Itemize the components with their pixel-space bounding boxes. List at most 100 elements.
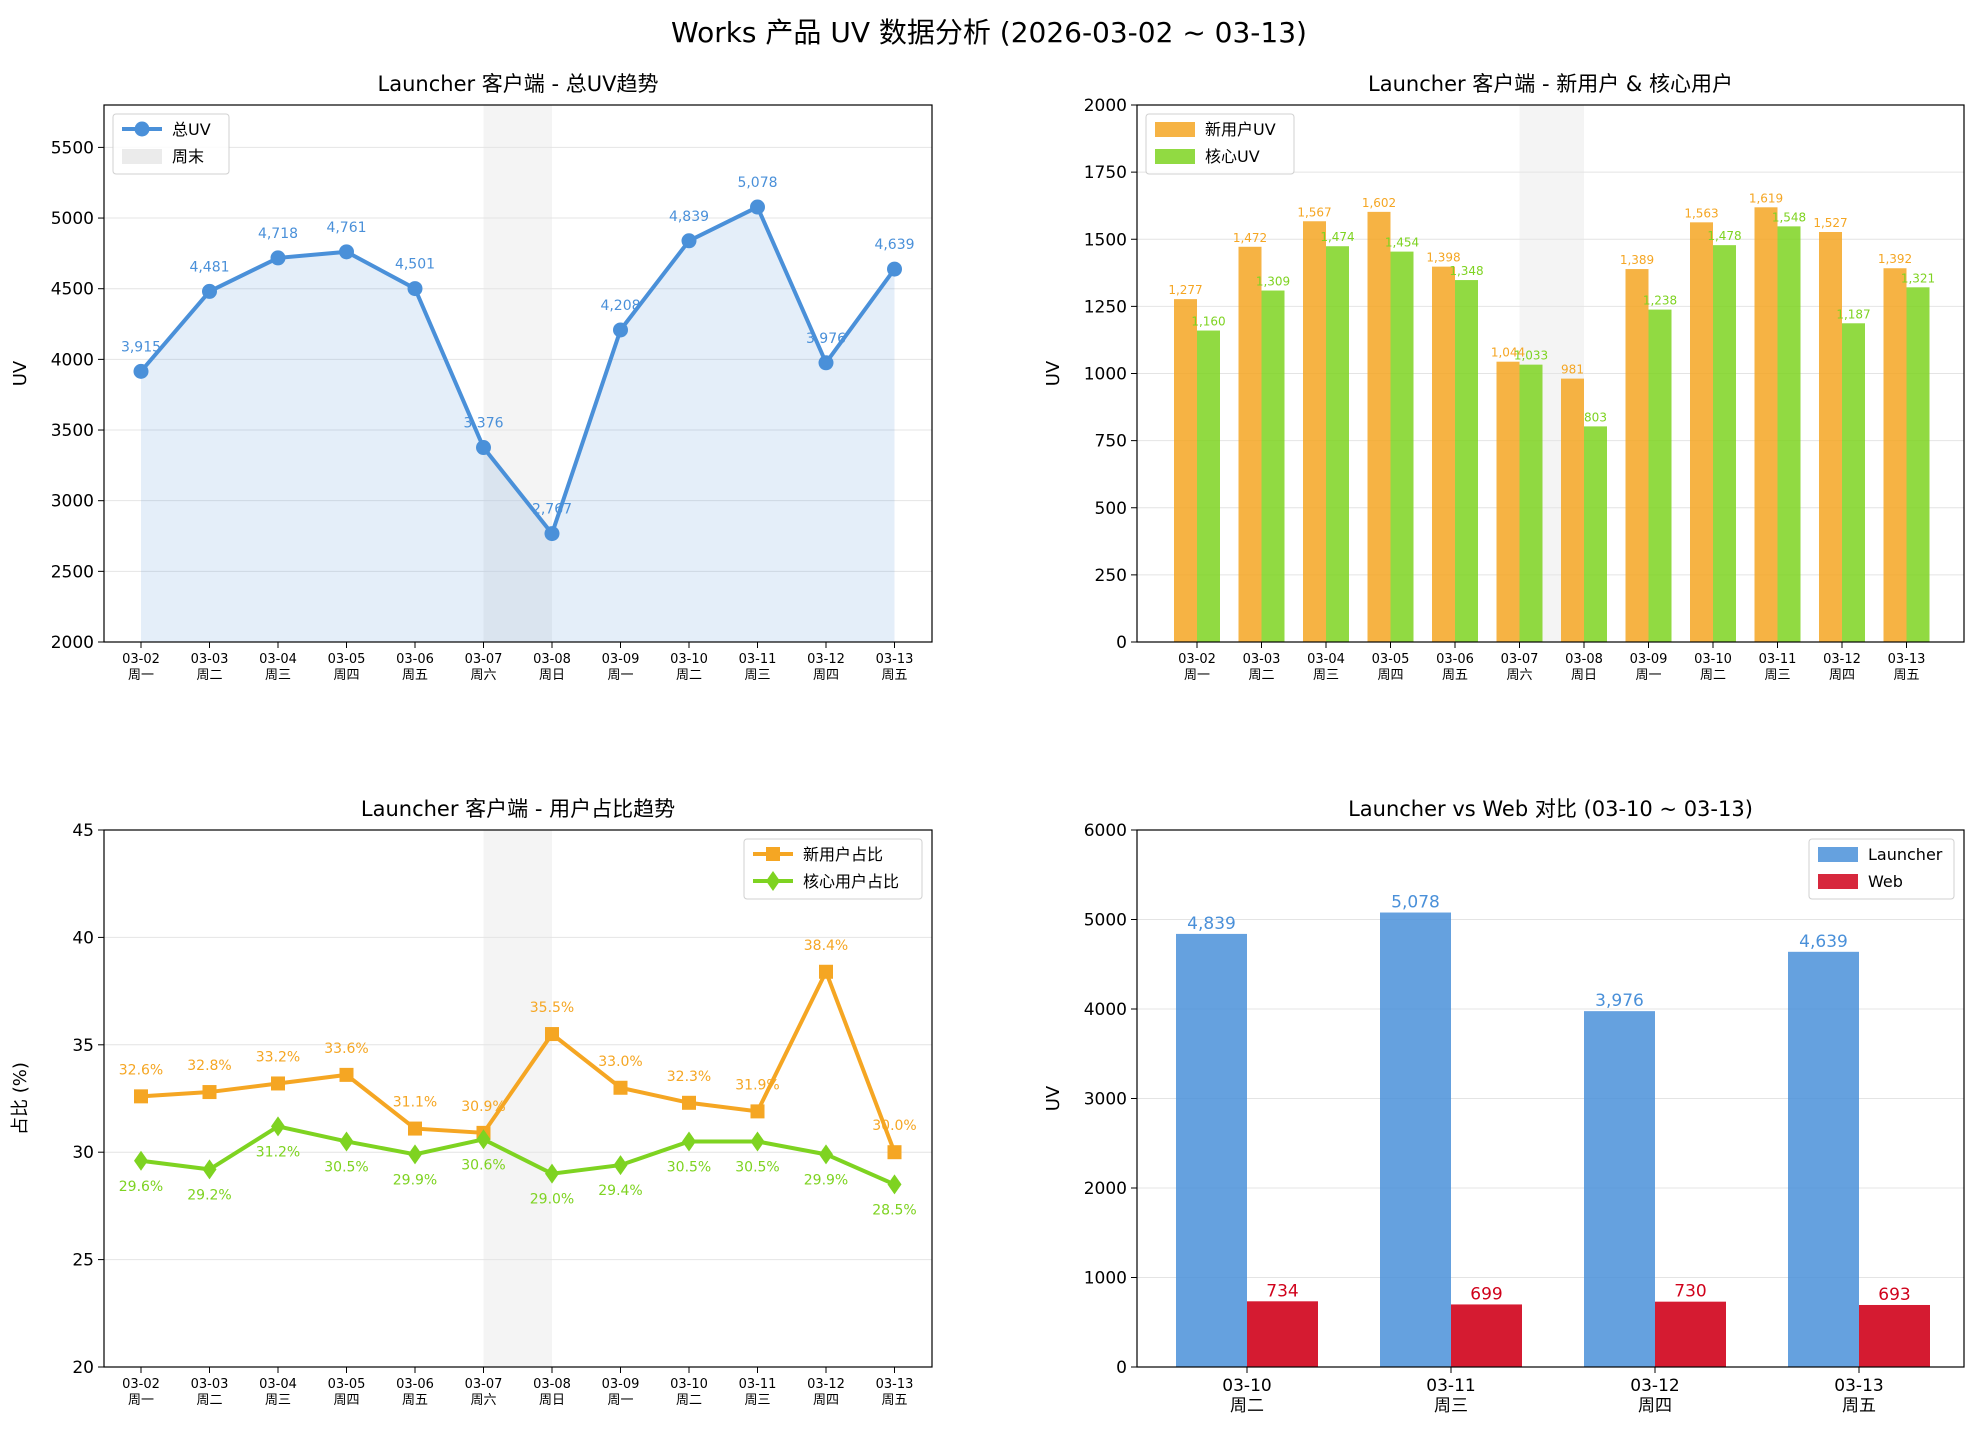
- circle-marker: [681, 233, 697, 249]
- diamond-marker: [682, 1131, 696, 1152]
- bar-core-users: [1326, 246, 1349, 642]
- x-tick-weekday: 周一: [128, 668, 154, 683]
- diamond-marker: [750, 1131, 765, 1152]
- x-tick-weekday: 周日: [539, 668, 565, 683]
- y-tick-label: 0: [1116, 1358, 1127, 1378]
- x-tick-label: 03-08: [1565, 652, 1603, 667]
- data-label: 32.6%: [119, 1062, 163, 1078]
- new-ratio-line: [140, 966, 897, 1153]
- y-axis-label: UV: [1043, 1085, 1064, 1111]
- x-tick-label: 03-11: [739, 652, 777, 667]
- x-tick-label: 03-07: [465, 652, 503, 667]
- data-label: 1,187: [1836, 307, 1870, 321]
- data-label: 35.5%: [530, 1000, 574, 1016]
- uv-area: [141, 207, 895, 642]
- x-tick-weekday: 周四: [813, 1393, 839, 1408]
- x-tick-weekday: 周三: [265, 668, 291, 683]
- data-label: 32.8%: [187, 1058, 231, 1074]
- data-label: 30.5%: [324, 1159, 368, 1175]
- x-tick-weekday: 周三: [1313, 668, 1339, 683]
- legend-box: [112, 113, 230, 175]
- square-marker: [545, 1027, 559, 1042]
- data-label: 4,839: [1187, 914, 1236, 934]
- x-tick-label: 03-06: [396, 1377, 434, 1392]
- bar-new-users: [1432, 266, 1455, 642]
- circle-marker: [613, 322, 628, 338]
- circle-marker: [339, 244, 354, 260]
- diamond-marker: [271, 1116, 285, 1137]
- data-label: 29.4%: [598, 1183, 642, 1199]
- data-label: 1,478: [1707, 229, 1741, 243]
- x-tick-weekday: 周四: [333, 1393, 359, 1408]
- data-label: 30.6%: [461, 1157, 505, 1173]
- bar-launcher: [1788, 951, 1859, 1367]
- data-label: 4,839: [669, 209, 709, 225]
- legend-label: Web: [1868, 872, 1903, 891]
- bar-new-users: [1496, 361, 1520, 642]
- x-tick-weekday: 周二: [1700, 668, 1726, 683]
- x-tick-label: 03-11: [739, 1377, 777, 1392]
- y-axis-label: UV: [10, 360, 31, 386]
- square-marker: [819, 964, 833, 979]
- x-tick-label: 03-07: [1501, 652, 1539, 667]
- x-tick-weekday: 周五: [1442, 668, 1468, 683]
- data-label: 31.2%: [256, 1144, 300, 1160]
- data-label: 730: [1674, 1282, 1706, 1302]
- data-label: 734: [1266, 1281, 1298, 1301]
- y-tick-label: 0: [1116, 633, 1127, 653]
- x-tick-label: 03-12: [1823, 652, 1861, 667]
- circle-marker: [818, 355, 834, 371]
- x-tick-label: 03-02: [122, 1377, 160, 1392]
- legend-swatch: [1155, 122, 1195, 137]
- y-tick-label: 2000: [1084, 96, 1127, 116]
- bar-new-users: [1819, 232, 1842, 643]
- weekend-band: [483, 830, 552, 1367]
- chart-title: Launcher 客户端 - 总UV趋势: [378, 72, 659, 96]
- data-label: 29.6%: [119, 1179, 163, 1195]
- data-label: 1,567: [1297, 205, 1331, 219]
- data-label: 1,602: [1362, 196, 1396, 210]
- data-label: 5,078: [1391, 893, 1440, 913]
- square-marker: [271, 1076, 285, 1091]
- y-tick-label: 5000: [1084, 911, 1127, 931]
- bar-web: [1859, 1304, 1930, 1367]
- data-label: 4,501: [395, 257, 435, 273]
- x-tick-weekday: 周五: [881, 668, 907, 683]
- legend-label: 新用户UV: [1205, 120, 1276, 139]
- bar-launcher: [1380, 912, 1451, 1367]
- x-tick-label: 03-09: [602, 652, 640, 667]
- x-tick-label: 03-02: [1178, 652, 1216, 667]
- y-tick-label: 6000: [1084, 821, 1127, 841]
- diamond-marker: [887, 1174, 902, 1195]
- y-tick-label: 1250: [1084, 297, 1127, 317]
- x-tick-label: 03-04: [259, 1377, 297, 1392]
- data-label: 1,044: [1491, 346, 1525, 360]
- legend: 总UV 周末: [112, 113, 230, 175]
- data-label: 1,527: [1813, 216, 1847, 230]
- square-marker: [682, 1095, 696, 1110]
- square-marker: [750, 1104, 765, 1119]
- plot-frame: [1136, 104, 1965, 643]
- x-tick-label: 03-12: [1630, 1376, 1679, 1396]
- data-label: 29.9%: [804, 1172, 848, 1188]
- data-label: 1,474: [1320, 230, 1354, 244]
- y-tick-label: 45: [72, 821, 94, 841]
- x-tick-weekday: 周三: [1434, 1396, 1468, 1416]
- bar-core-users: [1455, 280, 1478, 642]
- y-tick-label: 3000: [1084, 1090, 1127, 1110]
- x-tick-label: 03-09: [602, 1377, 640, 1392]
- data-label: 29.0%: [530, 1192, 574, 1208]
- x-tick-weekday: 周日: [539, 1393, 565, 1408]
- bar-launcher: [1176, 933, 1247, 1367]
- y-axis-label: 占比 (%): [10, 1062, 31, 1135]
- data-label: 3,976: [806, 331, 846, 347]
- data-label: 981: [1561, 363, 1584, 377]
- y-tick-label: 4500: [51, 280, 94, 300]
- circle-marker: [887, 261, 902, 277]
- legend: Launcher Web: [1808, 838, 1955, 900]
- weekend-band: [483, 105, 552, 642]
- y-axis-label: UV: [1043, 360, 1064, 386]
- data-label: 1,398: [1426, 251, 1460, 265]
